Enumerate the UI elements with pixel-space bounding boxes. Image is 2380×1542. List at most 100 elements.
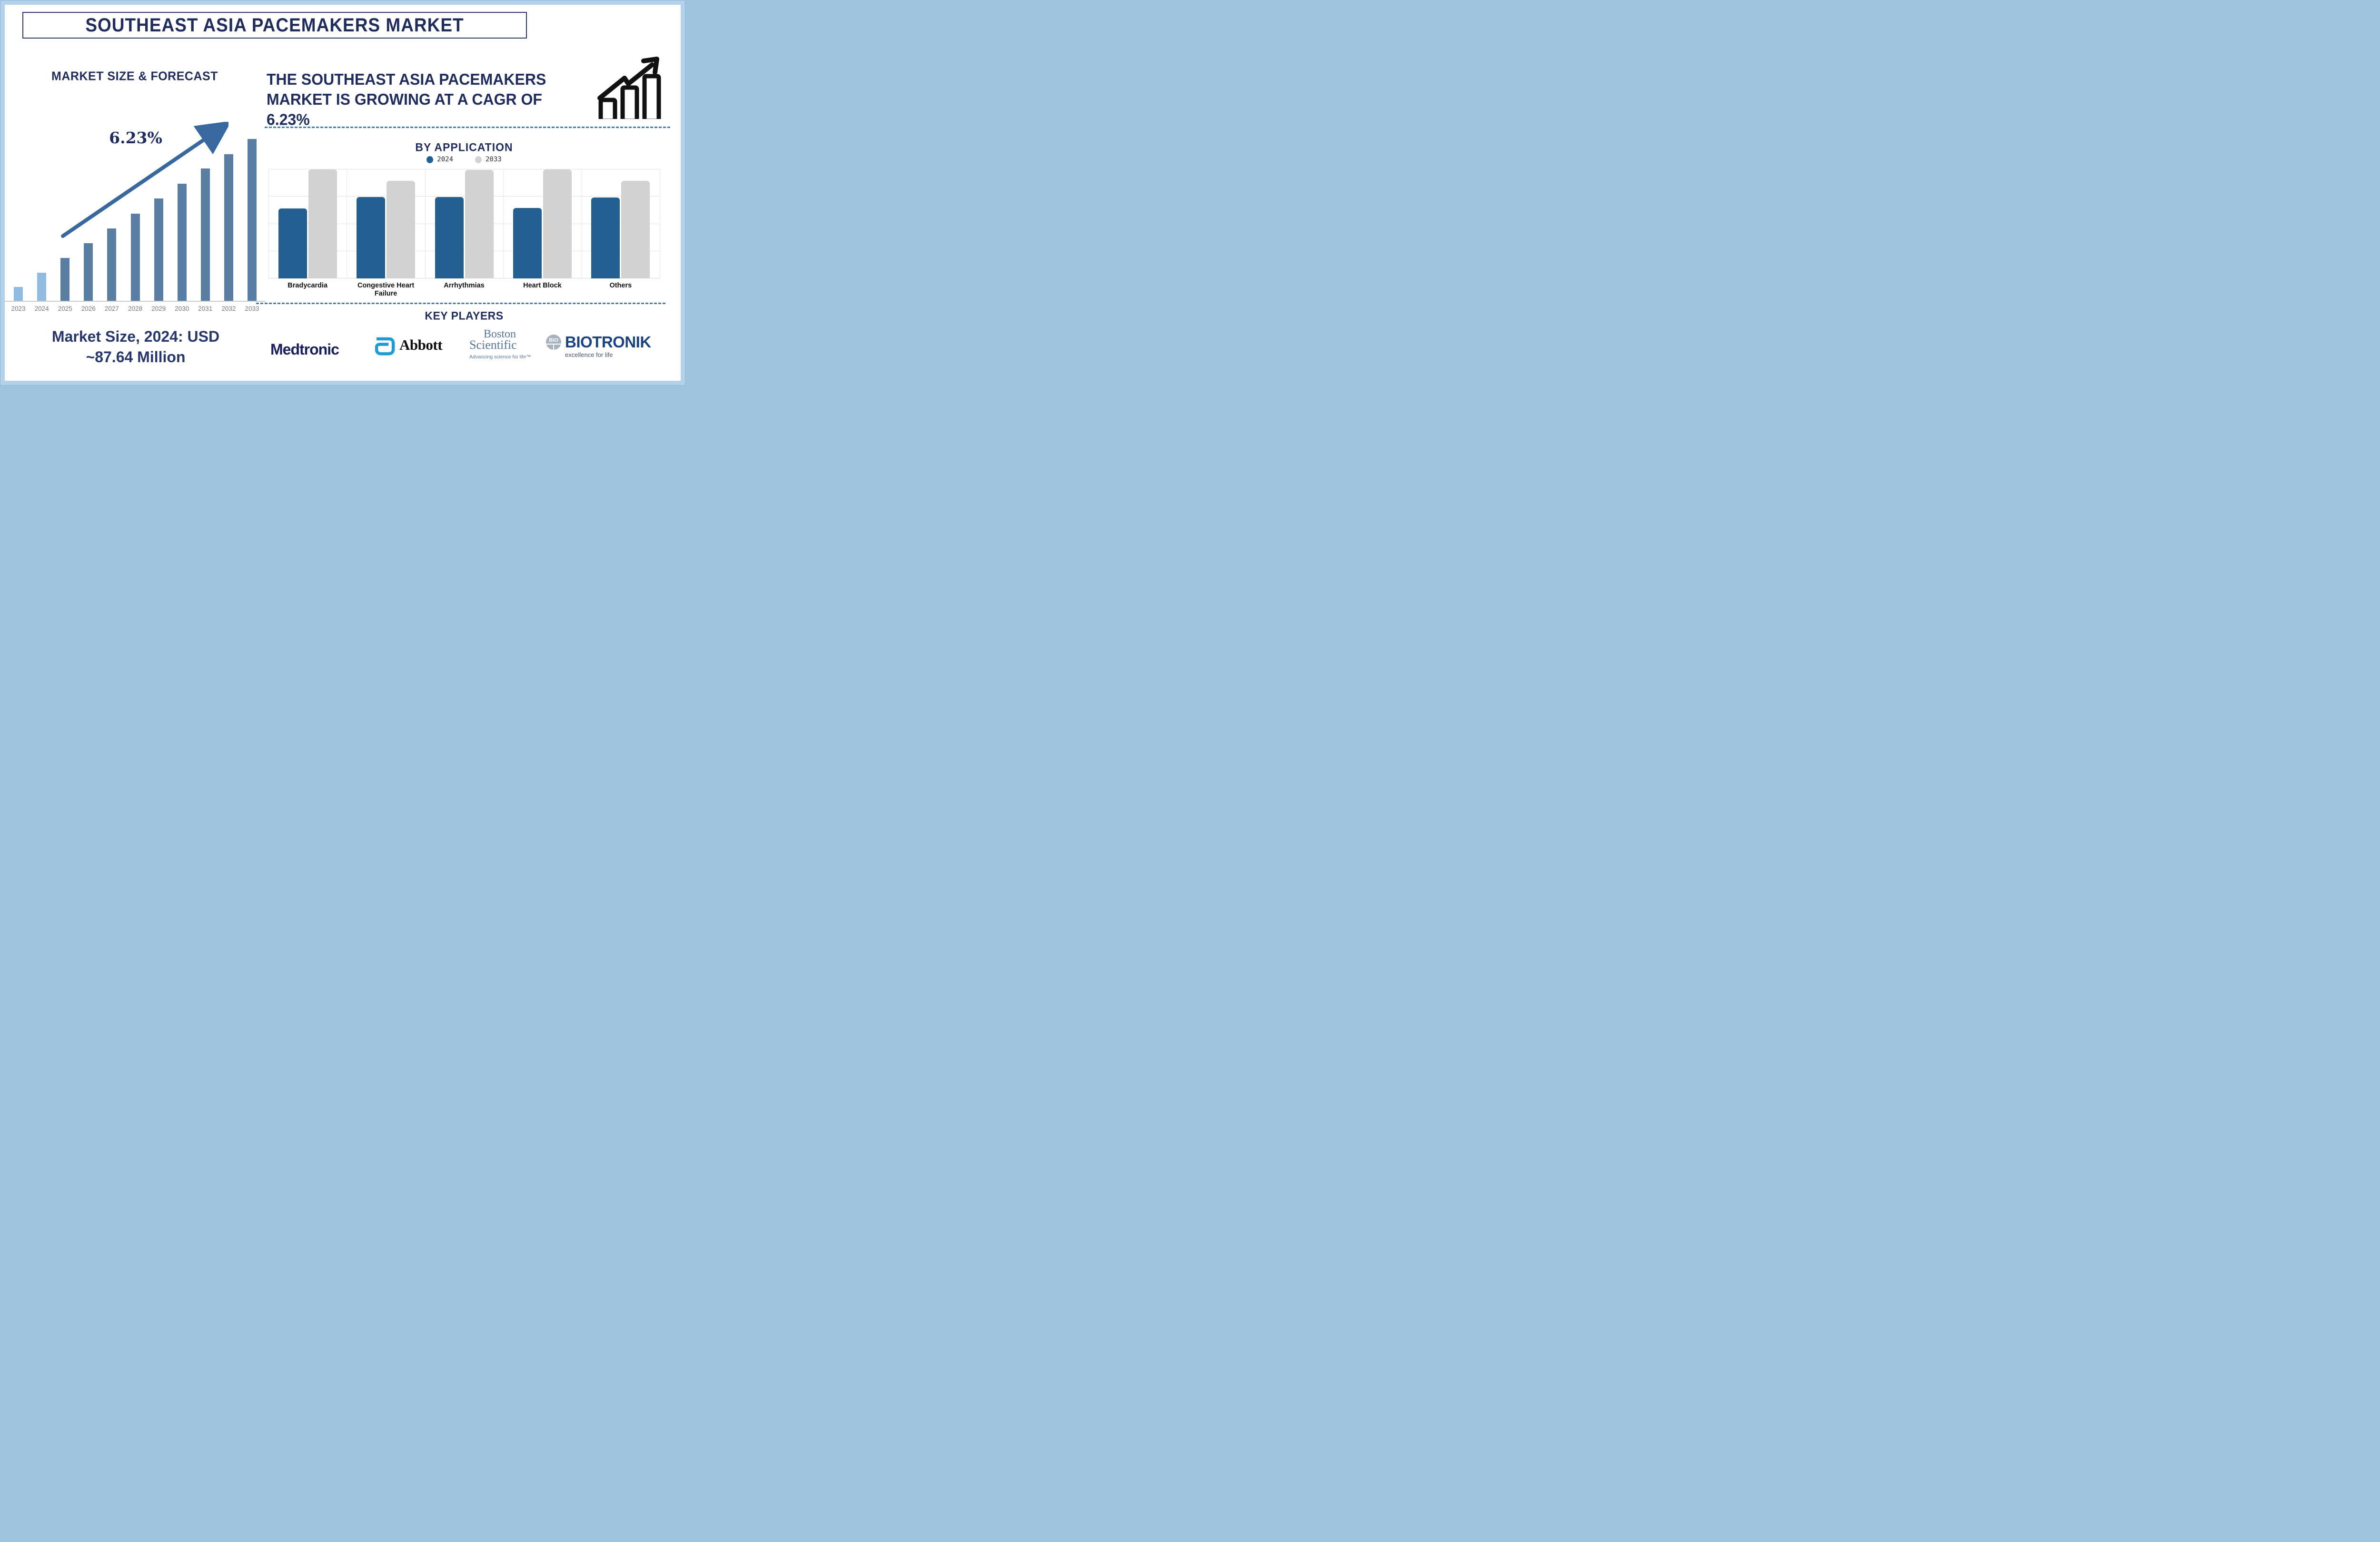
market-size-bar-2026 xyxy=(84,243,93,301)
market-size-bar-2032 xyxy=(224,154,233,301)
bar-group-arrhythmias xyxy=(425,169,503,278)
year-label-2029: 2029 xyxy=(151,305,166,312)
separator-dashed-top xyxy=(265,127,670,128)
year-label-2026: 2026 xyxy=(81,305,96,312)
biotronik-wordmark: BIOTRONIK xyxy=(565,333,651,351)
horizontal-gridline xyxy=(268,196,660,197)
left-cagr-label: 6.23% xyxy=(109,128,162,147)
bar-group-bradycardia xyxy=(268,169,347,278)
application-bar-chart xyxy=(268,166,660,278)
bar-2024-arrhythmias xyxy=(435,197,464,278)
category-label-bradycardia: Bradycardia xyxy=(288,282,328,289)
year-label-2031: 2031 xyxy=(198,305,213,312)
key-players-title: KEY PLAYERS xyxy=(425,309,504,322)
bar-slot-2028 xyxy=(123,138,147,301)
bar-2033-arrhythmias xyxy=(465,170,494,278)
bar-2033-congestive-heart-failure xyxy=(387,180,416,278)
market-size-footer-line2: ~87.64 Million xyxy=(86,348,186,366)
left-chart-year-axis: 2023 2024 2025 2026 2027 2028 2029 2030 2031 2032… xyxy=(7,305,264,312)
vertical-gridline xyxy=(503,169,504,278)
year-label-2025: 2025 xyxy=(58,305,72,312)
bar-group-heart-block xyxy=(503,169,581,278)
biotronik-emblem-text: BIO xyxy=(549,337,558,343)
year-label-2030: 2030 xyxy=(175,305,189,312)
bar-slot-2033 xyxy=(240,138,264,301)
market-size-bar-2028 xyxy=(130,213,140,301)
title-banner: SOUTHEAST ASIA PACEMAKERS MARKET xyxy=(22,12,527,39)
bar-group-congestive-heart-failure xyxy=(347,169,425,278)
market-size-bar-2027 xyxy=(107,228,117,301)
legend-dot-2033 xyxy=(475,156,482,163)
category-label-arrhythmias: Arrhythmias xyxy=(444,282,485,289)
biotronik-tagline: excellence for life xyxy=(565,351,613,358)
by-application-title: BY APPLICATION xyxy=(415,140,513,154)
bar-2024-bradycardia xyxy=(278,208,307,278)
market-size-bar-chart xyxy=(7,138,264,301)
boston-tagline: Advancing science for life™ xyxy=(469,354,531,360)
application-chart-legend: 2024 2033 xyxy=(268,156,660,163)
page-title: SOUTHEAST ASIA PACEMAKERS MARKET xyxy=(85,14,464,36)
bar-slot-2032 xyxy=(217,138,240,301)
market-size-bar-2023 xyxy=(14,287,23,301)
legend-item-2024: 2024 xyxy=(426,156,453,163)
year-label-2032: 2032 xyxy=(221,305,236,312)
bar-slot-2025 xyxy=(53,138,77,301)
left-chart-title: MARKET SIZE & FORECAST xyxy=(51,69,218,83)
market-size-bar-2031 xyxy=(200,168,210,301)
legend-item-2033: 2033 xyxy=(475,156,502,163)
bar-slot-2029 xyxy=(147,138,170,301)
market-size-bar-2025 xyxy=(60,258,70,301)
bar-slot-2024 xyxy=(30,138,53,301)
abbott-symbol-icon xyxy=(375,337,395,356)
application-chart-category-axis: Bradycardia Congestive Heart Failure Arrhy… xyxy=(268,282,660,298)
legend-label-2033: 2033 xyxy=(486,156,502,163)
boston-wordmark-line1: Boston xyxy=(484,328,516,340)
bar-group-others xyxy=(582,169,660,278)
abbott-logo: Abbott xyxy=(375,334,443,356)
year-label-2024: 2024 xyxy=(34,305,49,312)
market-size-footer-line1: Market Size, 2024: USD xyxy=(51,328,220,345)
market-size-bar-2029 xyxy=(154,198,163,301)
bar-slot-2031 xyxy=(194,138,217,301)
bar-2024-heart-block xyxy=(513,208,542,278)
boston-scientific-logo: Boston Scientific Advancing science for … xyxy=(469,328,545,360)
bar-slot-2023 xyxy=(7,138,30,301)
bar-slot-2026 xyxy=(77,138,100,301)
year-label-2033: 2033 xyxy=(245,305,259,312)
boston-wordmark-line2: Scientific xyxy=(469,338,517,352)
abbott-wordmark: Abbott xyxy=(399,336,443,353)
bar-2024-others xyxy=(591,197,620,278)
category-label-congestive-heart-failure: Congestive Heart Failure xyxy=(357,282,415,297)
separator-dashed-bottom xyxy=(256,303,665,304)
market-size-bar-2033 xyxy=(247,139,257,301)
category-label-heart-block: Heart Block xyxy=(523,282,562,289)
bar-slot-2030 xyxy=(170,138,194,301)
medtronic-logo: Medtronic xyxy=(270,341,339,358)
year-label-2027: 2027 xyxy=(104,305,119,312)
year-label-2023: 2023 xyxy=(11,305,26,312)
year-label-2028: 2028 xyxy=(128,305,143,312)
vertical-gridline xyxy=(425,169,426,278)
bar-2033-bradycardia xyxy=(308,169,337,278)
cagr-headline-line1: THE SOUTHEAST ASIA PACEMAKERS xyxy=(267,70,546,89)
left-chart-baseline xyxy=(5,301,266,302)
bar-groups xyxy=(268,169,660,278)
bar-2033-others xyxy=(621,181,650,278)
category-label-others: Others xyxy=(609,282,632,289)
biotronik-logo: BIO BIOTRONIK excellence for life xyxy=(545,334,651,358)
legend-label-2024: 2024 xyxy=(437,156,453,163)
growth-chart-icon xyxy=(597,57,661,119)
cagr-headline-line2: MARKET IS GROWING AT A CAGR OF xyxy=(267,90,542,109)
bar-2033-heart-block xyxy=(543,169,572,278)
cagr-headline-line3: 6.23% xyxy=(267,110,310,128)
vertical-gridline xyxy=(268,169,269,278)
legend-dot-2024 xyxy=(426,156,434,163)
bar-2024-congestive-heart-failure xyxy=(357,197,386,278)
market-size-bar-2030 xyxy=(177,183,187,301)
market-size-bar-2024 xyxy=(37,272,47,301)
infographic-page: SOUTHEAST ASIA PACEMAKERS MARKET MARKET … xyxy=(0,0,685,386)
biotronik-emblem-icon: BIO xyxy=(546,335,561,350)
market-size-footer: Market Size, 2024: USD ~87.64 Million xyxy=(5,326,267,367)
bar-slot-2027 xyxy=(100,138,123,301)
cagr-headline: THE SOUTHEAST ASIA PACEMAKERS MARKET IS … xyxy=(267,69,571,130)
